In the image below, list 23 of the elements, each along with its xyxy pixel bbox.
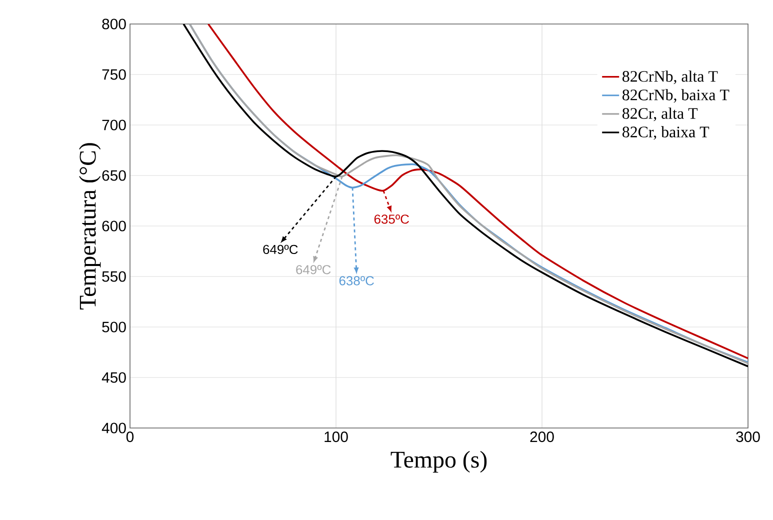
x-tick-label: 100 — [324, 432, 348, 442]
y-tick-label: 450 — [102, 372, 126, 383]
y-tick-label: 700 — [102, 120, 126, 130]
y-tick-label: 800 — [102, 18, 126, 30]
legend-label: 82Cr, baixa T — [622, 126, 710, 140]
y-tick-label: 500 — [102, 322, 126, 332]
y-axis-title: Temperatura (°C) — [79, 143, 101, 310]
y-tick-label: 600 — [102, 220, 126, 232]
annotation: 635ºC — [374, 214, 409, 224]
y-tick-label: 750 — [102, 69, 126, 80]
legend-label: 82Cr, alta T — [622, 108, 698, 122]
legend-label: 82CrNb, baixa T — [622, 89, 730, 103]
annotation: 649ºC — [263, 244, 298, 254]
annotation: 649ºC — [296, 265, 331, 274]
x-tick-label: 0 — [126, 432, 134, 442]
y-tick-label: 400 — [102, 422, 126, 434]
y-tick-label: 650 — [102, 170, 126, 181]
legend-label: 82CrNb, alta T — [622, 70, 718, 84]
x-tick-label: 300 — [736, 432, 760, 442]
annotation: 638ºC — [339, 276, 374, 286]
x-tick-label: 200 — [530, 432, 554, 442]
y-tick-label: 550 — [102, 271, 126, 282]
x-axis-title: Tempo (s) — [390, 450, 487, 473]
